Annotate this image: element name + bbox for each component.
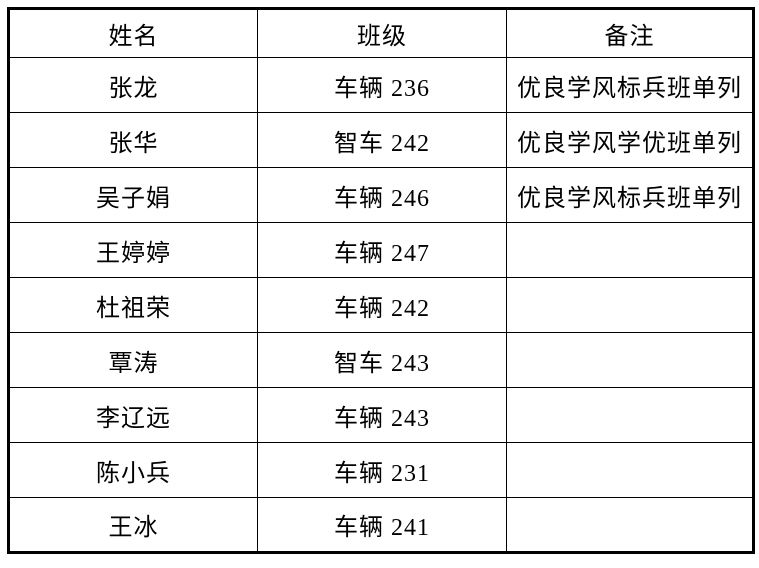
- cell-remark: [506, 277, 754, 333]
- cell-class: 车辆 243: [257, 387, 507, 443]
- cell-name: 王婷婷: [8, 222, 258, 278]
- cell-remark: [506, 387, 754, 443]
- cell-remark: [506, 497, 754, 553]
- table-row: 李辽远 车辆 243: [8, 387, 754, 443]
- table-row: 陈小兵 车辆 231: [8, 442, 754, 498]
- header-remark: 备注: [506, 8, 754, 58]
- table-row: 张华 智车 242 优良学风学优班单列: [8, 112, 754, 168]
- cell-class: 智车 242: [257, 112, 507, 168]
- header-row: 姓名 班级 备注: [8, 8, 754, 58]
- cell-remark: [506, 222, 754, 278]
- cell-class: 车辆 246: [257, 167, 507, 223]
- cell-name: 张华: [8, 112, 258, 168]
- cell-name: 吴子娟: [8, 167, 258, 223]
- cell-remark: 优良学风标兵班单列: [506, 57, 754, 113]
- cell-remark: [506, 442, 754, 498]
- cell-name: 张龙: [8, 57, 258, 113]
- cell-class: 车辆 242: [257, 277, 507, 333]
- table-row: 杜祖荣 车辆 242: [8, 277, 754, 333]
- cell-class: 车辆 231: [257, 442, 507, 498]
- table-row: 张龙 车辆 236 优良学风标兵班单列: [8, 57, 754, 113]
- header-class: 班级: [257, 8, 507, 58]
- cell-name: 王冰: [8, 497, 258, 553]
- cell-class: 智车 243: [257, 332, 507, 388]
- cell-remark: [506, 332, 754, 388]
- cell-name: 覃涛: [8, 332, 258, 388]
- table-row: 王婷婷 车辆 247: [8, 222, 754, 278]
- table-row: 王冰 车辆 241: [8, 497, 754, 553]
- cell-remark: 优良学风学优班单列: [506, 112, 754, 168]
- table-row: 覃涛 智车 243: [8, 332, 754, 388]
- cell-name: 李辽远: [8, 387, 258, 443]
- cell-name: 杜祖荣: [8, 277, 258, 333]
- header-name: 姓名: [8, 8, 258, 58]
- cell-class: 车辆 247: [257, 222, 507, 278]
- cell-remark: 优良学风标兵班单列: [506, 167, 754, 223]
- student-class-table: 姓名 班级 备注 张龙 车辆 236 优良学风标兵班单列 张华 智车 242 优…: [7, 7, 755, 554]
- cell-class: 车辆 236: [257, 57, 507, 113]
- cell-name: 陈小兵: [8, 442, 258, 498]
- table-row: 吴子娟 车辆 246 优良学风标兵班单列: [8, 167, 754, 223]
- cell-class: 车辆 241: [257, 497, 507, 553]
